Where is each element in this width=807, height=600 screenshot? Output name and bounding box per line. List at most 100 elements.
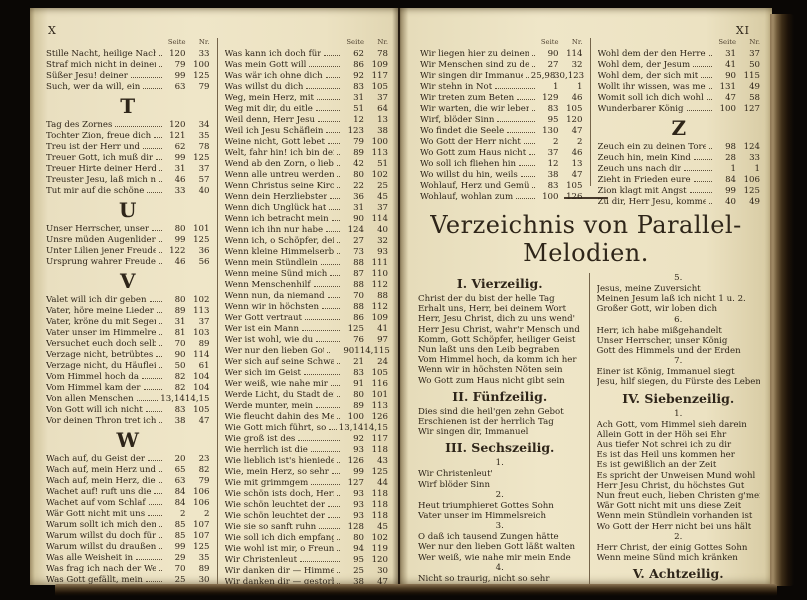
index-entry: Wir singen dir Immanuel 25,98 30,123 <box>420 70 584 81</box>
nr-value: 57 <box>198 175 210 185</box>
dot-leader <box>148 453 162 461</box>
dot-leader <box>309 59 340 67</box>
entry-title: Wo soll ich fliehen hin <box>420 159 517 169</box>
seite-value: 88 <box>353 302 364 312</box>
seite-value: 47 <box>725 93 736 103</box>
index-entry: Wohl dem, der sich mit 90 115 <box>598 70 761 81</box>
entry-title: Zu dir, Herr Jesu, komme <box>597 197 707 207</box>
nr-value: 38 <box>377 126 388 136</box>
seite-value: 31 <box>353 203 364 213</box>
seite-value: 1 <box>553 82 559 92</box>
entry-title: Wie groß ist des <box>224 434 296 444</box>
index-entry: Wenn ich betracht mein 90 114 <box>225 213 389 224</box>
seite-value: 120 <box>169 120 186 130</box>
seite-value: 80 <box>174 295 186 305</box>
entry-title: Wenn ich, o Schöpfer, deine <box>224 236 335 246</box>
melody-line: Vater unser im Himmelsreich <box>418 511 547 522</box>
dot-leader <box>158 360 162 368</box>
index-entry: Vater, höre meine Lieder 89 113 <box>46 305 210 316</box>
dot-leader <box>298 433 340 441</box>
entry-title: Wär Gott nicht mit uns <box>46 509 146 519</box>
seite-value: 84 <box>725 175 736 185</box>
melody-line: Dies sind die heil'gen zehn Gebot <box>418 406 564 417</box>
index-entry: Such, wer da will, ein 63 79 <box>46 81 210 92</box>
seite-value: 91 <box>353 379 364 389</box>
seite-value: 83 <box>353 82 364 92</box>
melodien-columns: I. Vierzeilig. Christ der du bist der hel… <box>400 273 772 585</box>
nr-value: 118 <box>371 445 388 455</box>
entry-title: Straf mich nicht in deinem <box>46 60 156 70</box>
entry-title: Weil denn, Herr Jesu <box>224 115 316 125</box>
seite-value: 80 <box>174 224 186 234</box>
nr-value: 118 <box>371 500 388 510</box>
group-number: 2. <box>495 489 504 500</box>
seite-value: 80 <box>353 390 364 400</box>
entry-title: Von allen Menschen <box>46 394 134 404</box>
group-number: 4. <box>495 562 504 573</box>
index-entry: Wohl dem, der Jesum 41 50 <box>598 59 761 70</box>
entry-title: Was frag ich nach der Welt <box>46 564 156 574</box>
nr-value: 47 <box>198 416 210 426</box>
right-index-columns: Seite Nr. Wir liegen hier zu deinen 90 114 Wi… <box>400 8 772 207</box>
dot-leader <box>331 213 340 221</box>
index-entry: Wenn alle untreu werden 80 102 <box>225 169 389 180</box>
entry-title: Wer sich auf seine Schwachheit <box>224 357 335 367</box>
seite-value: 127 <box>347 478 364 488</box>
dot-leader <box>337 169 340 177</box>
entry-title: Wenn mein Stündlein <box>224 258 318 268</box>
index-entry: Warum willst du draußen 99 125 <box>46 541 210 552</box>
seite-value: 25 <box>353 566 364 576</box>
seite-value: 99 <box>725 186 736 196</box>
nr-value: 44 <box>377 478 388 488</box>
index-entry: Wohlauf, Herz und Gemüte 83 105 <box>420 180 583 191</box>
nr-value: 124 <box>743 142 760 152</box>
entry-title: Wirf, blöder Sinn <box>420 115 495 125</box>
index-column: Seite Nr. Was kann ich doch für 62 78 Was mei… <box>224 38 390 585</box>
dot-leader <box>158 245 162 253</box>
index-entry: Tut mir auf die schöne 33 40 <box>46 185 210 196</box>
nr-value: 33 <box>749 153 760 163</box>
nr-value: 36 <box>198 246 210 256</box>
nr-value: 109 <box>371 60 388 70</box>
melody-line: Herr, ich habe mißgehandelt <box>596 325 722 336</box>
index-entry: Was willst du dich 83 105 <box>225 81 389 92</box>
dot-leader <box>689 185 712 193</box>
dot-leader <box>158 338 162 346</box>
seite-value: 125 <box>347 324 364 334</box>
entry-title: Was wär ich ohne dich <box>224 71 323 81</box>
section-heading: I. Vierzeilig. <box>456 276 543 291</box>
entry-title: Womit soll ich dich wohl <box>597 93 704 103</box>
dot-leader <box>149 294 162 302</box>
nr-value: 125 <box>371 467 388 477</box>
nr-value: 100 <box>371 137 388 147</box>
entry-title: Wir Christenleut <box>224 555 298 565</box>
entry-title: Verzage nicht, du Häuflein <box>46 361 156 371</box>
index-entry: Treuer Hirte deiner Herde 31 37 <box>46 163 210 174</box>
index-entry: Wenn meine Sünd mich 87 110 <box>225 268 389 279</box>
nr-value: 24 <box>377 357 388 367</box>
seite-value: 90 <box>547 49 559 59</box>
index-column: Seite Nr. Wohl dem der den Herren 31 37 Wohl … <box>597 38 761 207</box>
melody-line: Es ist das Heil uns kommen her <box>596 450 735 461</box>
entry-title: Was kann ich doch für <box>224 49 322 59</box>
entry-title: Wie schön leuchtet der <box>224 500 326 510</box>
dot-leader <box>337 411 340 419</box>
index-entry: Vater, kröne du mit Segen 31 37 <box>46 316 210 327</box>
melody-line: Unser Herrscher, unser König <box>596 335 728 346</box>
index-entry: Wend ab den Zorn, o lieber 42 51 <box>225 158 389 169</box>
nr-value: 112 <box>371 280 388 290</box>
dot-leader <box>328 499 340 507</box>
melody-line: Wenn wir in höchsten Nöten sein <box>418 365 563 376</box>
entry-title: Wohlauf, wohlan zum <box>420 192 514 202</box>
seite-value: 130 <box>542 126 559 136</box>
dot-leader <box>531 103 535 111</box>
dot-leader <box>147 185 162 193</box>
seite-label: Seite <box>718 38 736 46</box>
nr-value: 35 <box>198 553 210 563</box>
dot-leader <box>313 279 340 287</box>
dot-leader <box>693 59 712 67</box>
nr-value: 78 <box>377 49 388 59</box>
dot-leader <box>316 334 340 342</box>
entry-title: Wir danken dir — gestorben <box>224 577 335 585</box>
seite-value: 12 <box>353 115 364 125</box>
